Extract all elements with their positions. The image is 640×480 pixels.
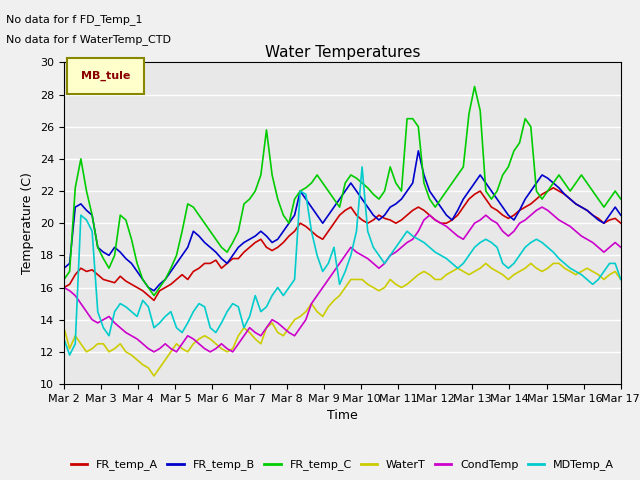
Text: No data for f FD_Temp_1: No data for f FD_Temp_1	[6, 14, 143, 25]
X-axis label: Time: Time	[327, 409, 358, 422]
Y-axis label: Temperature (C): Temperature (C)	[22, 172, 35, 274]
Text: MB_tule: MB_tule	[81, 71, 131, 81]
Title: Water Temperatures: Water Temperatures	[265, 45, 420, 60]
Text: No data for f WaterTemp_CTD: No data for f WaterTemp_CTD	[6, 34, 172, 45]
Legend: FR_temp_A, FR_temp_B, FR_temp_C, WaterT, CondTemp, MDTemp_A: FR_temp_A, FR_temp_B, FR_temp_C, WaterT,…	[67, 455, 618, 475]
